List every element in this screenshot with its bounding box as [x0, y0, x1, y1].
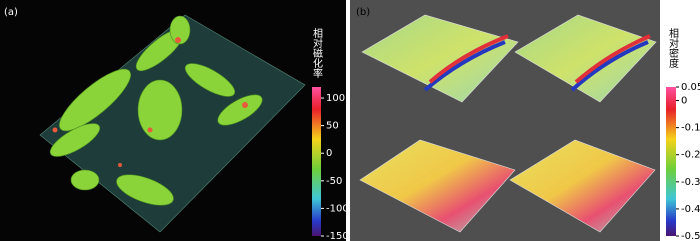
colorbar-a [312, 87, 321, 236]
tick-label: 50 [326, 121, 339, 132]
tick-label: -0.5 [681, 231, 700, 241]
tick-label: -0.3 [681, 177, 700, 188]
density-stripes [423, 34, 651, 92]
panel-label: (b) [356, 7, 370, 18]
colorbar-b [666, 87, 676, 236]
tick-label: 0.05 [681, 82, 700, 93]
colorbar-title: 相对密度 [667, 27, 679, 69]
anomaly-blobs [49, 15, 263, 206]
tick-label: -150 [326, 231, 349, 241]
anomaly-peaks [52, 37, 248, 167]
tick-label: 0 [326, 148, 332, 159]
density-slabs [359, 14, 657, 233]
tick-label: -100 [326, 203, 349, 214]
tick-label: -0.2 [681, 150, 700, 161]
tick-label: -0.4 [681, 204, 700, 215]
panel-label: (a) [4, 7, 18, 18]
tick-label: 0 [681, 96, 687, 107]
tick-label: -50 [326, 176, 342, 187]
tick-label: 100 [326, 93, 345, 104]
tick-label: -0.1 [681, 123, 700, 134]
colorbar-title: 相对磁化率 [311, 27, 323, 79]
